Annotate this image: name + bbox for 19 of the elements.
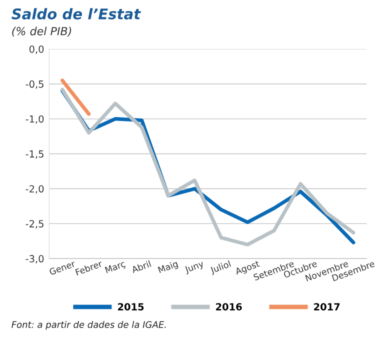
y-tick-label: -0,5 [26, 80, 44, 89]
x-tick-label: Gener [48, 260, 76, 276]
y-tick-label: -3,0 [26, 255, 44, 264]
legend-label: 2016 [216, 303, 242, 310]
y-tick-label: -2,0 [26, 185, 44, 194]
x-tick-label: Abril [130, 260, 152, 274]
y-tick-label: -2,5 [26, 220, 44, 228]
legend-label: 2017 [314, 303, 340, 310]
x-tick-label: Març [104, 260, 126, 275]
x-tick-label: Maig [158, 260, 179, 275]
chart-subtitle: (% del PIB) [12, 26, 72, 37]
y-tick-label: 0,0 [29, 45, 44, 54]
x-tick-label: Febrer [75, 260, 103, 276]
legend-label: 2015 [118, 303, 144, 310]
y-tick-label: -1,0 [26, 115, 44, 124]
y-tick-label: -1,5 [26, 150, 44, 159]
text: Font: a partir de dades de la IGAE. [12, 321, 166, 330]
x-tick-label: Juny [184, 260, 205, 275]
chart-title: Saldo de l’Estat [12, 8, 142, 20]
